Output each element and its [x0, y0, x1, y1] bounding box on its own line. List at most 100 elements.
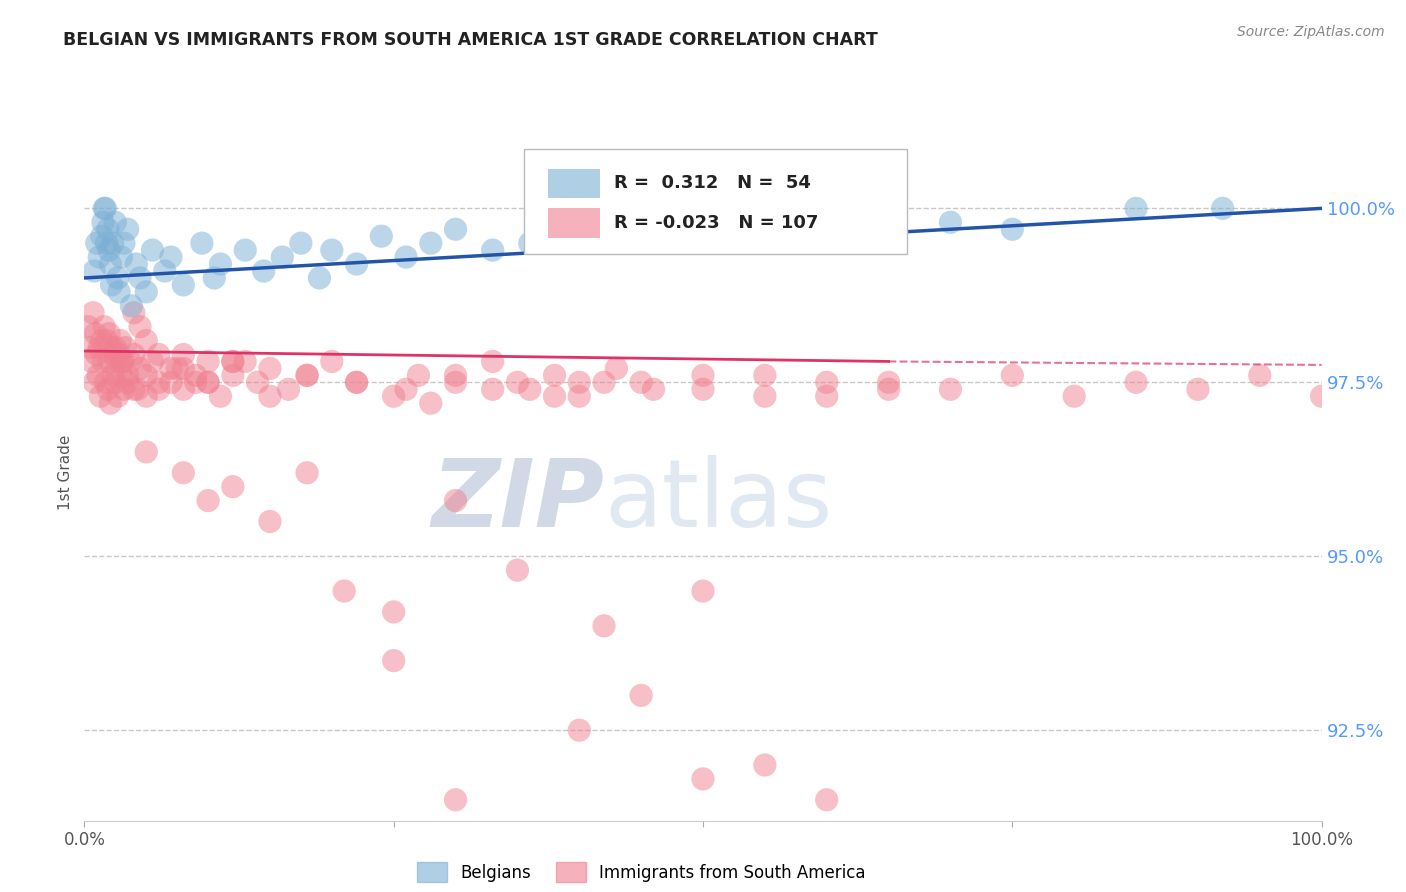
Point	[481, 243, 503, 257]
Point	[382, 654, 405, 668]
Point	[197, 376, 219, 390]
Point	[120, 299, 142, 313]
Point	[91, 354, 114, 368]
Point	[877, 828, 900, 842]
Point	[370, 229, 392, 244]
Point	[1125, 376, 1147, 390]
Point	[111, 354, 134, 368]
Point	[630, 689, 652, 703]
FancyBboxPatch shape	[523, 149, 907, 253]
Point	[444, 493, 467, 508]
Point	[506, 376, 529, 390]
Point	[209, 257, 232, 271]
Point	[141, 243, 163, 257]
Point	[1212, 202, 1234, 216]
Point	[94, 376, 117, 390]
Point	[89, 250, 111, 264]
Point	[120, 354, 142, 368]
Point	[122, 347, 145, 361]
Point	[444, 376, 467, 390]
Point	[104, 341, 127, 355]
Point	[112, 236, 135, 251]
Point	[877, 229, 900, 244]
Point	[104, 376, 127, 390]
Point	[160, 376, 183, 390]
Text: ZIP: ZIP	[432, 455, 605, 547]
Point	[90, 334, 112, 348]
Point	[172, 277, 194, 292]
Point	[939, 215, 962, 229]
Point	[135, 368, 157, 383]
Point	[89, 341, 111, 355]
Point	[593, 619, 616, 633]
Point	[815, 236, 838, 251]
Point	[141, 354, 163, 368]
Point	[148, 382, 170, 396]
Point	[692, 772, 714, 786]
Point	[1125, 202, 1147, 216]
Point	[148, 376, 170, 390]
Point	[1063, 389, 1085, 403]
Point	[172, 347, 194, 361]
Point	[101, 368, 124, 383]
Point	[481, 354, 503, 368]
Point	[506, 828, 529, 842]
Point	[395, 382, 418, 396]
Point	[692, 382, 714, 396]
Point	[135, 389, 157, 403]
Point	[419, 236, 441, 251]
Point	[277, 382, 299, 396]
Point	[419, 396, 441, 410]
Point	[125, 257, 148, 271]
Point	[877, 376, 900, 390]
Point	[98, 326, 121, 341]
Point	[754, 215, 776, 229]
Point	[93, 319, 115, 334]
Point	[209, 389, 232, 403]
Point	[253, 264, 276, 278]
Point	[122, 306, 145, 320]
Point	[444, 793, 467, 807]
Text: Source: ZipAtlas.com: Source: ZipAtlas.com	[1237, 25, 1385, 39]
Point	[222, 480, 245, 494]
Point	[86, 347, 108, 361]
Point	[815, 389, 838, 403]
Point	[346, 376, 368, 390]
FancyBboxPatch shape	[548, 169, 600, 198]
FancyBboxPatch shape	[548, 209, 600, 237]
Point	[259, 389, 281, 403]
Point	[233, 354, 256, 368]
Point	[754, 389, 776, 403]
Point	[117, 222, 139, 236]
Point	[110, 368, 132, 383]
Point	[605, 361, 627, 376]
Point	[444, 222, 467, 236]
Point	[382, 389, 405, 403]
Point	[222, 354, 245, 368]
Point	[444, 368, 467, 383]
Point	[160, 250, 183, 264]
Point	[643, 382, 665, 396]
Point	[543, 368, 565, 383]
Point	[259, 361, 281, 376]
Point	[110, 354, 132, 368]
Point	[129, 361, 152, 376]
Point	[593, 376, 616, 390]
Y-axis label: 1st Grade: 1st Grade	[58, 435, 73, 510]
Point	[692, 584, 714, 599]
Point	[98, 257, 121, 271]
Point	[519, 382, 541, 396]
Point	[105, 354, 128, 368]
Point	[96, 236, 118, 251]
Point	[321, 243, 343, 257]
Point	[630, 222, 652, 236]
Point	[122, 382, 145, 396]
Point	[754, 368, 776, 383]
Point	[222, 368, 245, 383]
Point	[135, 445, 157, 459]
Point	[506, 563, 529, 577]
Point	[98, 354, 121, 368]
Point	[568, 723, 591, 738]
Point	[100, 277, 122, 292]
Point	[290, 236, 312, 251]
